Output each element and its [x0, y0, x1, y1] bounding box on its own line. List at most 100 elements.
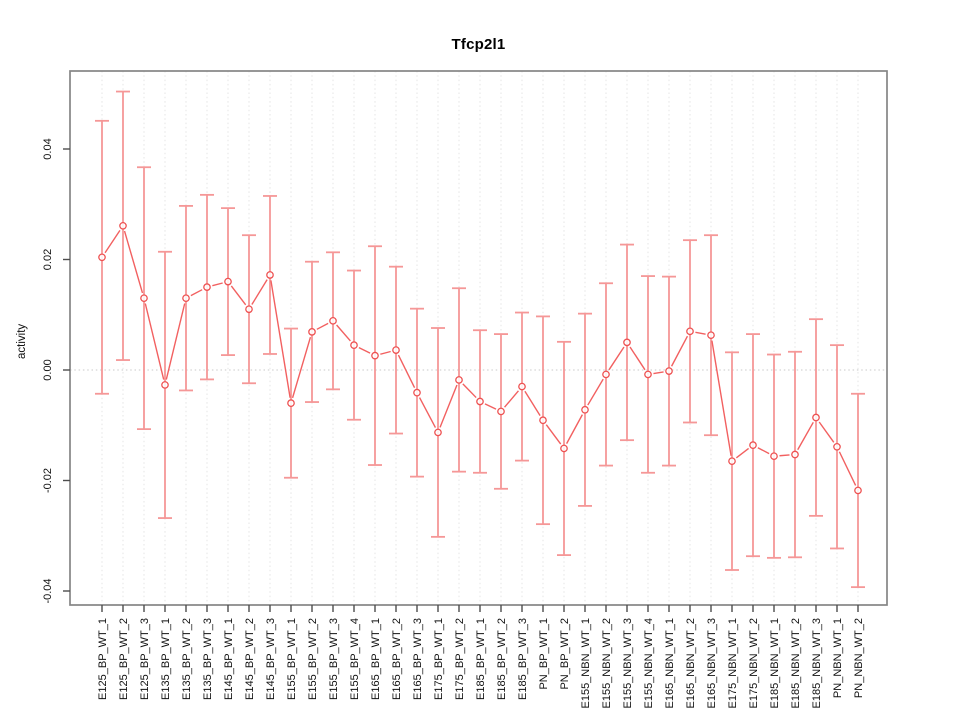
- series-connector-line: [695, 331, 706, 335]
- series-connector-line: [397, 354, 416, 389]
- data-point-marker: [287, 399, 295, 407]
- series-connector-line: [566, 414, 583, 444]
- data-point-marker: [329, 316, 337, 325]
- data-point-marker: [623, 338, 631, 347]
- data-point-marker: [266, 271, 274, 279]
- x-tick-label: E155_BP_WT_3: [328, 618, 340, 700]
- y-tick-label: -0.04: [42, 578, 54, 603]
- series-connector-line: [670, 335, 689, 367]
- series-connector-line: [608, 346, 625, 371]
- data-point-marker: [413, 388, 421, 397]
- x-tick-label: E185_NBN_WT_2: [790, 618, 802, 709]
- x-tick-label: E165_NBN_WT_3: [706, 618, 718, 709]
- series-connector-line: [838, 451, 857, 486]
- data-point-marker: [245, 305, 253, 314]
- series-connector-line: [735, 447, 750, 459]
- y-tick-label: 0.04: [42, 138, 54, 159]
- x-tick-label: E155_NBN_WT_2: [601, 618, 613, 709]
- x-tick-label: E125_BP_WT_3: [139, 618, 151, 700]
- data-point-marker: [308, 328, 316, 336]
- data-point-marker: [770, 452, 778, 461]
- x-tick-label: E125_BP_WT_1: [97, 618, 109, 700]
- data-point-marker: [581, 405, 589, 414]
- data-point-marker: [140, 294, 148, 303]
- series-connector-line: [270, 280, 291, 398]
- x-tick-label: E125_BP_WT_2: [118, 618, 130, 700]
- series-connector-line: [316, 322, 329, 330]
- series-connector-line: [757, 447, 770, 455]
- x-tick-label: E165_NBN_WT_2: [685, 618, 697, 709]
- x-tick-label: E155_NBN_WT_3: [622, 618, 634, 709]
- data-point-marker: [203, 283, 211, 291]
- x-tick-label: E175_BP_WT_2: [454, 618, 466, 700]
- series-connector-line: [462, 383, 477, 399]
- data-point-marker: [497, 407, 505, 416]
- data-point-marker: [602, 370, 610, 379]
- y-tick-label: 0.02: [42, 249, 54, 270]
- x-tick-label: E145_BP_WT_3: [265, 618, 277, 700]
- x-tick-label: E175_BP_WT_1: [433, 618, 445, 700]
- series-connector-line: [190, 289, 203, 297]
- series-connector-line: [629, 346, 646, 371]
- series-connector-line: [165, 303, 186, 380]
- x-tick-label: E165_BP_WT_3: [412, 618, 424, 700]
- series-connector-line: [439, 384, 458, 428]
- series-connector-line: [418, 397, 437, 428]
- data-point-marker: [812, 413, 820, 422]
- data-point-marker: [644, 370, 652, 379]
- data-point-marker: [791, 450, 799, 459]
- series-connector-line: [653, 371, 664, 375]
- x-tick-label: E185_NBN_WT_1: [769, 618, 781, 709]
- x-tick-label: E145_BP_WT_1: [223, 618, 235, 700]
- series-connector-line: [524, 390, 541, 416]
- x-tick-label: E175_NBN_WT_1: [727, 618, 739, 709]
- x-tick-label: PN_NBN_WT_2: [853, 618, 865, 698]
- data-point-marker: [161, 381, 169, 389]
- x-tick-label: E175_NBN_WT_2: [748, 618, 760, 709]
- series-connector-line: [212, 282, 223, 287]
- series-connector-line: [104, 229, 121, 254]
- x-tick-label: E155_NBN_WT_4: [643, 618, 655, 709]
- series-connector-line: [484, 403, 497, 410]
- x-tick-label: E165_NBN_WT_1: [664, 618, 676, 709]
- series-connector-line: [545, 424, 562, 445]
- x-tick-label: E185_NBN_WT_3: [811, 618, 823, 709]
- series-connector-line: [818, 421, 835, 443]
- data-point-marker: [434, 428, 442, 437]
- series-connector-line: [779, 454, 790, 457]
- data-point-marker: [560, 444, 568, 453]
- data-point-marker: [833, 442, 841, 451]
- series-connector-line: [358, 346, 371, 354]
- series-connector-line: [251, 279, 268, 305]
- x-tick-label: PN_BP_WT_2: [559, 618, 571, 690]
- x-tick-label: E185_BP_WT_1: [475, 618, 487, 700]
- data-point-marker: [665, 367, 673, 375]
- x-tick-label: E135_BP_WT_1: [160, 618, 172, 700]
- data-point-marker: [119, 221, 127, 230]
- x-tick-label: E135_BP_WT_3: [202, 618, 214, 700]
- chart-title: Tfcp2l1: [451, 36, 506, 53]
- series-connector-line: [291, 336, 312, 399]
- data-point-marker: [707, 331, 715, 340]
- x-tick-label: E185_BP_WT_3: [517, 618, 529, 700]
- data-point-marker: [539, 416, 547, 425]
- series-connector-line: [797, 421, 814, 451]
- data-point-marker: [224, 277, 232, 286]
- y-tick-label: 0.00: [42, 359, 54, 380]
- data-point-marker: [476, 397, 484, 406]
- y-tick-label: -0.02: [42, 468, 54, 493]
- x-tick-label: E155_BP_WT_2: [307, 618, 319, 700]
- series-connector-line: [587, 378, 604, 406]
- data-point-marker: [350, 341, 358, 349]
- x-tick-label: E145_BP_WT_2: [244, 618, 256, 700]
- data-point-marker: [728, 457, 736, 466]
- x-tick-label: E155_BP_WT_1: [286, 618, 298, 700]
- data-point-marker: [371, 351, 379, 360]
- data-point-marker: [686, 327, 694, 336]
- series-connector-line: [336, 324, 351, 342]
- data-point-marker: [392, 346, 400, 354]
- data-point-marker: [749, 441, 757, 449]
- x-tick-label: E155_BP_WT_4: [349, 618, 361, 700]
